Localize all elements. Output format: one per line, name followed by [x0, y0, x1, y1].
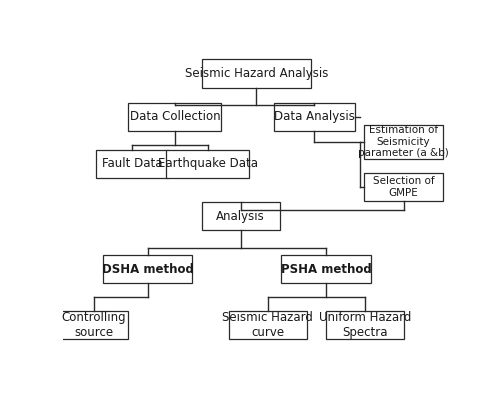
- Text: Analysis: Analysis: [216, 210, 265, 223]
- Text: Estimation of
Seismicity
parameter (a &b): Estimation of Seismicity parameter (a &b…: [358, 125, 449, 158]
- Text: Seismic Hazard
curve: Seismic Hazard curve: [222, 311, 314, 339]
- FancyBboxPatch shape: [58, 311, 128, 339]
- FancyBboxPatch shape: [202, 202, 280, 230]
- Text: Data Analysis: Data Analysis: [274, 110, 355, 123]
- FancyBboxPatch shape: [229, 311, 306, 339]
- FancyBboxPatch shape: [364, 173, 443, 201]
- Text: Data Collection: Data Collection: [130, 110, 220, 123]
- FancyBboxPatch shape: [274, 103, 355, 131]
- Text: Controlling
source: Controlling source: [61, 311, 126, 339]
- FancyBboxPatch shape: [128, 103, 222, 131]
- FancyBboxPatch shape: [166, 149, 250, 178]
- Text: DSHA method: DSHA method: [102, 263, 194, 276]
- FancyBboxPatch shape: [364, 125, 443, 159]
- FancyBboxPatch shape: [326, 311, 404, 339]
- Text: PSHA method: PSHA method: [280, 263, 372, 276]
- FancyBboxPatch shape: [103, 255, 192, 283]
- Text: Fault Data: Fault Data: [102, 157, 162, 170]
- Text: Seismic Hazard Analysis: Seismic Hazard Analysis: [184, 67, 328, 80]
- FancyBboxPatch shape: [202, 59, 310, 88]
- Text: Selection of
GMPE: Selection of GMPE: [372, 176, 434, 198]
- FancyBboxPatch shape: [282, 255, 370, 283]
- Text: Earthquake Data: Earthquake Data: [158, 157, 258, 170]
- FancyBboxPatch shape: [96, 149, 168, 178]
- Text: Uniform Hazard
Spectra: Uniform Hazard Spectra: [318, 311, 411, 339]
